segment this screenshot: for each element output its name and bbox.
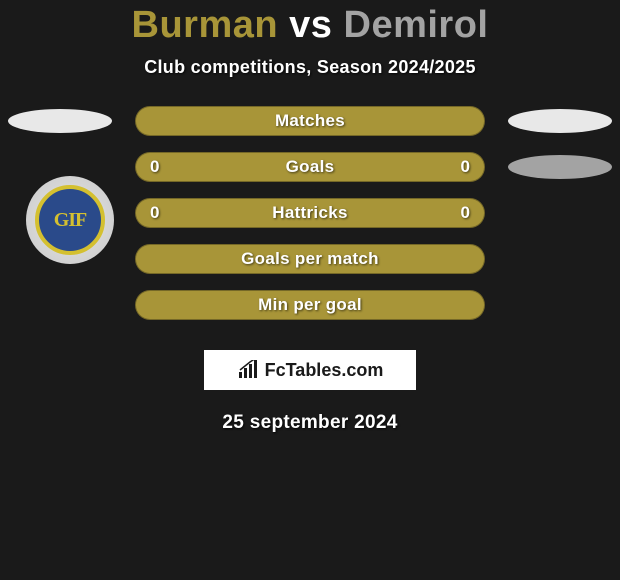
- player2-name: Demirol: [344, 4, 489, 46]
- stat-label: Hattricks: [272, 203, 347, 223]
- badge-inner-ring: GIF: [35, 185, 105, 255]
- stat-label: Goals per match: [241, 249, 379, 269]
- oval-left-0: [8, 109, 112, 133]
- stat-pill: 0 Hattricks 0: [135, 198, 485, 228]
- stat-pill: Matches: [135, 106, 485, 136]
- stat-row-mpg: Min per goal: [0, 290, 620, 320]
- badge-text: GIF: [54, 209, 87, 232]
- chart-icon: [237, 360, 261, 380]
- brand-box[interactable]: FcTables.com: [202, 348, 418, 392]
- stat-value-left: 0: [150, 203, 159, 223]
- subtitle: Club competitions, Season 2024/2025: [144, 57, 476, 78]
- stat-row-matches: Matches: [0, 106, 620, 136]
- oval-right-1: [508, 155, 612, 179]
- player1-name: Burman: [132, 4, 279, 46]
- vs-text: vs: [289, 4, 332, 46]
- page-title: Burman vs Demirol: [132, 4, 489, 47]
- stat-pill: 0 Goals 0: [135, 152, 485, 182]
- stat-value-right: 0: [461, 203, 470, 223]
- brand-text: FcTables.com: [265, 360, 384, 381]
- stat-value-right: 0: [461, 157, 470, 177]
- stat-label: Matches: [275, 111, 345, 131]
- stat-label: Goals: [286, 157, 335, 177]
- club-badge: GIF: [20, 176, 120, 264]
- oval-right-0: [508, 109, 612, 133]
- date-text: 25 september 2024: [222, 412, 397, 434]
- stat-pill: Goals per match: [135, 244, 485, 274]
- stat-pill: Min per goal: [135, 290, 485, 320]
- stat-label: Min per goal: [258, 295, 362, 315]
- stat-value-left: 0: [150, 157, 159, 177]
